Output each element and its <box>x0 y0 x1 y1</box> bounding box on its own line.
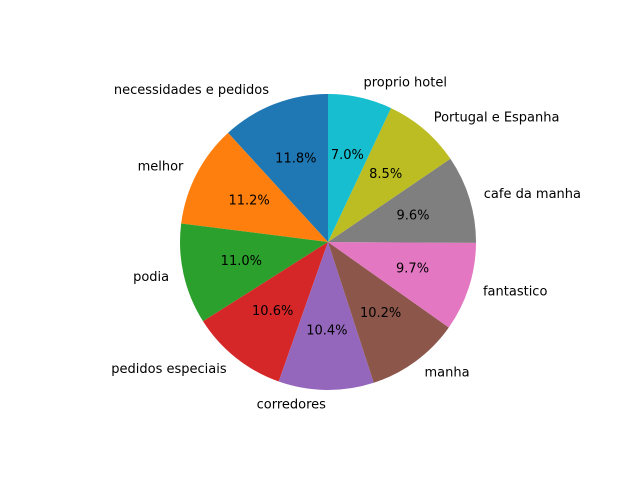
percent-label-necessidades-e-pedidos: 11.8% <box>275 152 316 167</box>
slice-melhor <box>181 132 328 242</box>
percent-label-podia: 11.0% <box>221 254 262 269</box>
category-label-necessidades-e-pedidos: necessidades e pedidos <box>114 83 269 98</box>
pie-slices <box>180 94 477 391</box>
slice-pedidos-especiais <box>203 242 328 382</box>
slice-corredores <box>278 242 374 391</box>
category-label-fantastico: fantastico <box>483 284 547 299</box>
percent-label-manha: 10.2% <box>360 306 401 321</box>
percent-label-proprio-hotel: 7.0% <box>331 148 364 163</box>
percent-label-cafe-da-manha: 9.6% <box>396 209 429 224</box>
percent-label-portugal-e-espanha: 8.5% <box>369 167 402 182</box>
category-label-pedidos-especiais: pedidos especiais <box>111 362 227 377</box>
category-label-cafe-da-manha: cafe da manha <box>484 187 581 202</box>
category-label-manha: manha <box>425 366 470 381</box>
slice-portugal-e-espanha <box>328 108 451 242</box>
percentage-labels: 11.8% 11.2% 11.0% 10.6% 10.4% 10.2% 9.7% 9.6% 8.… <box>221 148 430 338</box>
percent-label-pedidos-especiais: 10.6% <box>252 304 293 319</box>
category-label-corredores: corredores <box>257 397 327 412</box>
slice-podia <box>180 223 328 322</box>
category-labels: necessidades e pedidos melhor podia pedidos… <box>111 76 581 413</box>
slice-proprio-hotel <box>328 94 392 242</box>
slice-manha <box>328 242 449 383</box>
percent-label-melhor: 11.2% <box>228 194 269 209</box>
slice-fantastico <box>328 242 476 328</box>
slice-necessidades-e-pedidos <box>228 94 328 242</box>
percent-label-corredores: 10.4% <box>306 323 347 338</box>
percent-label-fantastico: 9.7% <box>396 262 429 277</box>
slice-cafe-da-manha <box>328 158 477 243</box>
category-label-portugal-e-espanha: Portugal e Espanha <box>434 111 560 126</box>
category-label-proprio-hotel: proprio hotel <box>364 76 447 91</box>
category-label-podia: podia <box>133 270 169 285</box>
category-label-melhor: melhor <box>138 160 184 175</box>
